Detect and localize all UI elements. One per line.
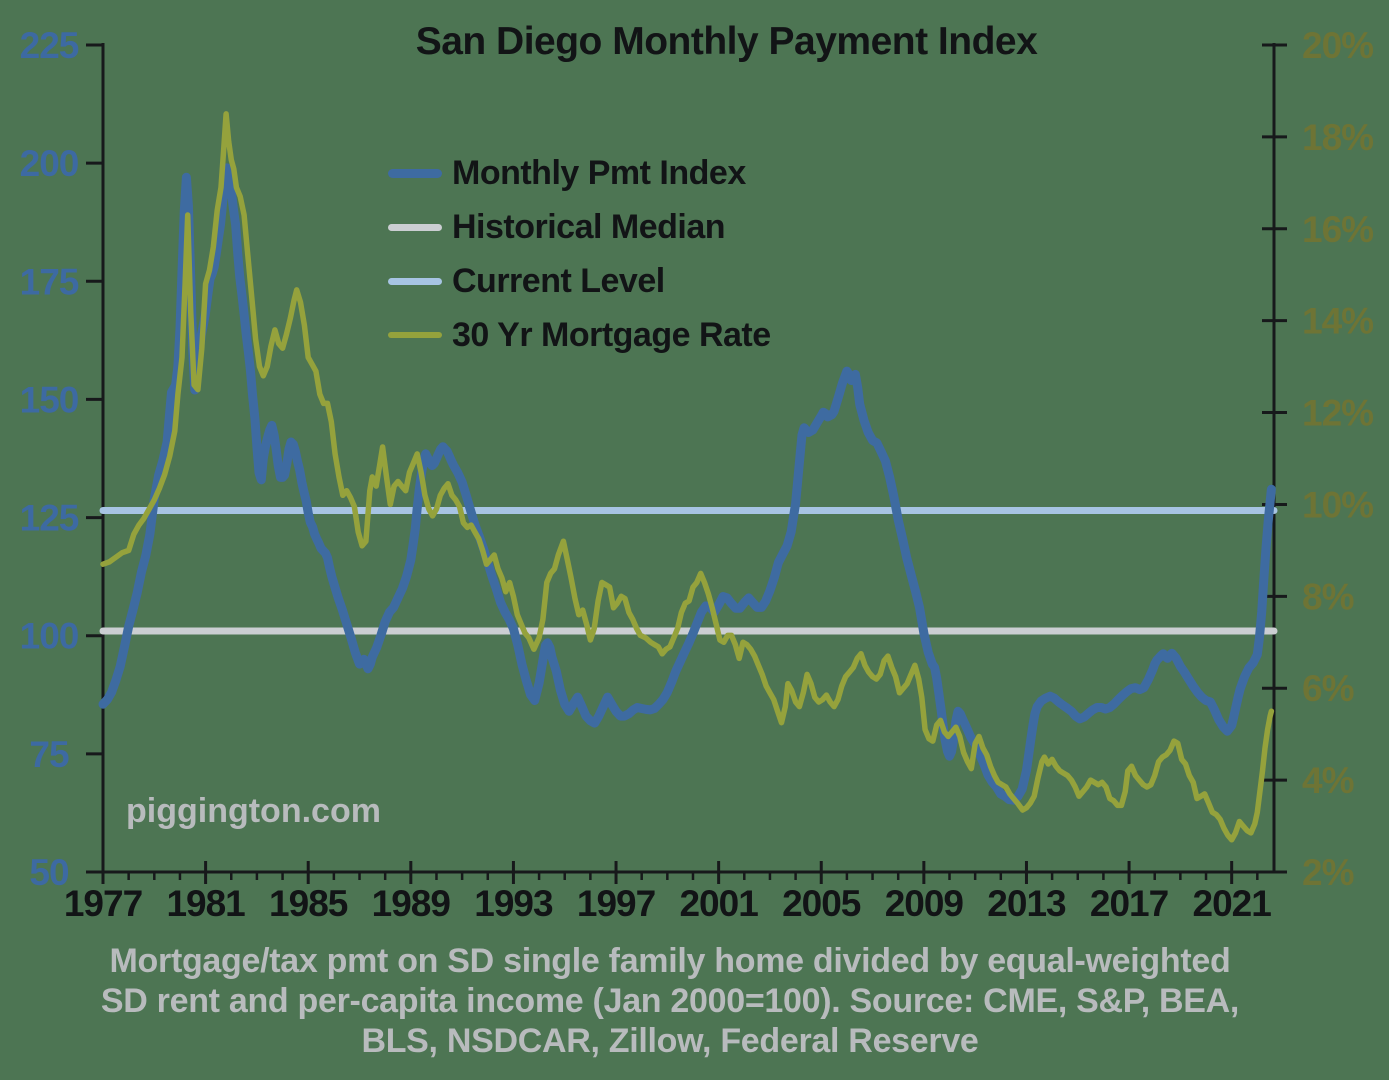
x-tick-label: 2017 <box>1090 883 1168 924</box>
x-tick-label: 1977 <box>64 883 142 924</box>
source-caption: Mortgage/tax pmt on SD single family hom… <box>0 941 1340 1061</box>
y-right-tick-label: 10% <box>1302 484 1373 525</box>
legend-item-current-level: Current Level <box>388 254 771 308</box>
current-level-swatch <box>388 277 442 285</box>
caption-line-1: Mortgage/tax pmt on SD single family hom… <box>109 942 1231 980</box>
x-tick-label: 2013 <box>987 883 1066 924</box>
x-tick-label: 2005 <box>782 883 861 924</box>
x-tick-label: 1989 <box>372 883 451 924</box>
x-tick-label: 2021 <box>1193 883 1272 924</box>
legend-label: Historical Median <box>452 207 726 246</box>
mortgage-rate-swatch <box>388 332 442 338</box>
y-right-tick-label: 12% <box>1302 393 1373 434</box>
y-left-tick-label: 125 <box>20 498 79 539</box>
y-left-tick-label: 100 <box>20 616 79 657</box>
caption-line-2: SD rent and per-capita income (Jan 2000=… <box>100 982 1240 1020</box>
y-right-tick-label: 16% <box>1302 209 1373 250</box>
monthly-pmt-index-swatch <box>388 168 442 178</box>
x-tick-label: 1981 <box>166 883 245 924</box>
y-right-tick-label: 4% <box>1302 760 1354 801</box>
x-tick-label: 1993 <box>474 883 553 924</box>
monthly-pmt-index-line <box>98 163 1276 805</box>
legend-item-30-yr-mortgage-rate: 30 Yr Mortgage Rate <box>388 308 771 362</box>
historical-median-swatch <box>388 223 442 231</box>
y-right-tick-label: 20% <box>1302 25 1373 66</box>
x-tick-label: 2009 <box>885 883 964 924</box>
chart-title: San Diego Monthly Payment Index <box>415 20 1038 63</box>
caption-line-3: BLS, NSDCAR, Zillow, Federal Reserve <box>361 1022 979 1060</box>
x-tick-label: 1997 <box>577 883 655 924</box>
legend-item-monthly-pmt-index: Monthly Pmt Index <box>388 146 771 200</box>
legend-item-historical-median: Historical Median <box>388 200 771 254</box>
y-right-tick-label: 18% <box>1302 117 1373 158</box>
y-left-tick-label: 50 <box>29 852 69 893</box>
legend-label: Monthly Pmt Index <box>452 153 746 192</box>
y-left-tick-label: 200 <box>20 143 79 184</box>
30-yr-mortgage-rate-line <box>100 111 1275 843</box>
x-tick-label: 1985 <box>269 883 348 924</box>
y-left-tick-label: 225 <box>20 25 79 66</box>
y-left-tick-label: 75 <box>29 734 69 775</box>
y-right-tick-label: 6% <box>1302 668 1354 709</box>
y-right-tick-label: 14% <box>1302 301 1373 342</box>
legend: Monthly Pmt Index Historical Median Curr… <box>388 146 771 362</box>
y-right-tick-label: 2% <box>1302 852 1354 893</box>
y-left-tick-label: 150 <box>20 379 79 420</box>
x-tick-label: 2001 <box>679 883 758 924</box>
legend-label: Current Level <box>452 261 665 300</box>
watermark: piggington.com <box>126 792 381 830</box>
legend-label: 30 Yr Mortgage Rate <box>452 315 771 354</box>
y-right-tick-label: 8% <box>1302 576 1354 617</box>
y-left-tick-label: 175 <box>20 261 79 302</box>
